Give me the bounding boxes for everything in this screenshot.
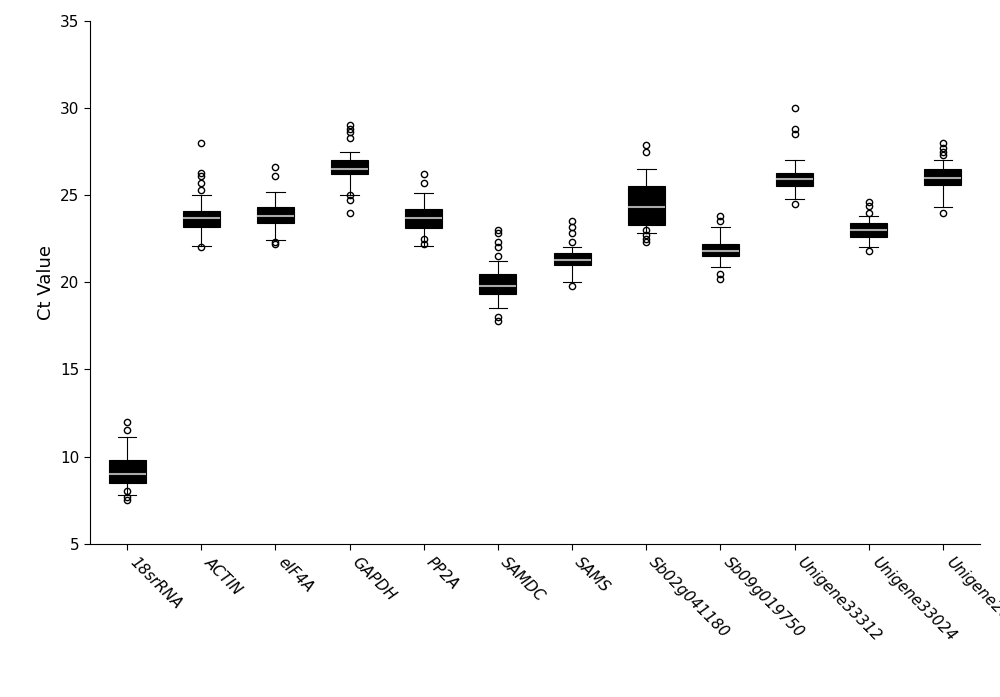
PathPatch shape bbox=[183, 210, 220, 227]
PathPatch shape bbox=[924, 169, 961, 185]
PathPatch shape bbox=[331, 160, 368, 174]
PathPatch shape bbox=[702, 244, 739, 256]
PathPatch shape bbox=[257, 208, 294, 223]
Y-axis label: Ct Value: Ct Value bbox=[37, 245, 55, 320]
PathPatch shape bbox=[850, 223, 887, 237]
PathPatch shape bbox=[776, 172, 813, 186]
PathPatch shape bbox=[405, 209, 442, 228]
PathPatch shape bbox=[554, 253, 591, 265]
PathPatch shape bbox=[109, 460, 146, 482]
PathPatch shape bbox=[628, 186, 665, 224]
PathPatch shape bbox=[479, 273, 516, 294]
